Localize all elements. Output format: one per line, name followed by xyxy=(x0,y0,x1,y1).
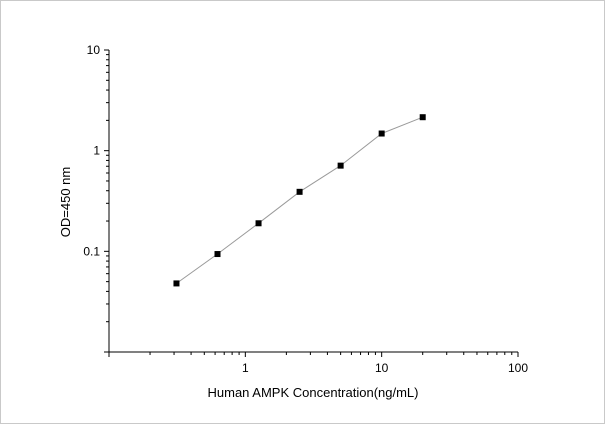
y-tick-label: 0.1 xyxy=(83,244,100,258)
data-point xyxy=(296,188,303,195)
x-axis-label: Human AMPK Concentration(ng/mL) xyxy=(208,385,419,400)
x-tick-label: 100 xyxy=(508,361,528,375)
data-point xyxy=(419,114,426,121)
data-point xyxy=(378,130,385,137)
y-axis-label: OD=450 nm xyxy=(58,167,73,237)
y-tick-label: 10 xyxy=(87,43,101,57)
data-point xyxy=(255,220,262,227)
ticks: 1 10 100 0.1 1 10 xyxy=(83,43,528,375)
data-point xyxy=(337,162,344,169)
x-tick-label: 1 xyxy=(242,361,249,375)
series-line xyxy=(176,116,423,284)
x-tick-label: 10 xyxy=(375,361,389,375)
data-point xyxy=(214,251,221,258)
data-point xyxy=(173,280,180,287)
series-layer xyxy=(173,114,426,287)
y-tick-label: 1 xyxy=(93,144,100,158)
axes xyxy=(108,50,518,353)
